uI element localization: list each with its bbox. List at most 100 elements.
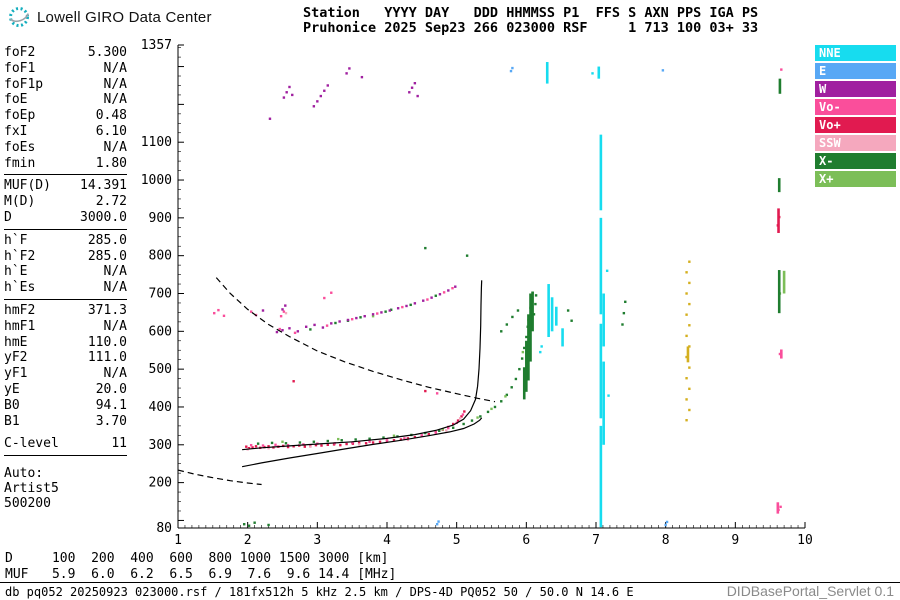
echo-point xyxy=(451,422,455,426)
echo-point xyxy=(685,398,688,401)
station-header-columns: Station YYYY DAY DDD HHMMSS P1 FFS S AXN… xyxy=(303,5,759,21)
echo-point xyxy=(389,308,393,311)
echo-point xyxy=(392,434,396,437)
param-row: hmE 110.0 xyxy=(4,335,127,351)
auto-line: 500200 xyxy=(4,496,51,512)
param-value: N/A xyxy=(103,280,127,296)
param-name: hmE xyxy=(4,334,28,350)
echo-point xyxy=(388,309,391,312)
echo-point xyxy=(378,440,382,443)
echo-point xyxy=(251,446,254,449)
x-tick-label: 6 xyxy=(522,533,530,548)
echo-point xyxy=(505,323,509,326)
param-name: h`F2 xyxy=(4,248,36,264)
param-row: h`Es N/A xyxy=(4,280,127,296)
y-tick-label: 1357 xyxy=(141,38,172,53)
echo-bar xyxy=(527,314,530,381)
series-oblique-echoes-gold xyxy=(685,260,691,422)
echo-point xyxy=(371,313,375,316)
x-tick-label: 10 xyxy=(797,533,813,548)
servlet-version: DIDBasePortal_Servlet 0.1 xyxy=(726,583,894,599)
echo-bar xyxy=(547,284,550,337)
echo-point xyxy=(403,437,406,440)
param-row: B1 3.70 xyxy=(4,414,127,430)
echo-point xyxy=(622,311,626,315)
param-value: 94.1 xyxy=(95,397,127,413)
brand: Lowell GIRO Data Center xyxy=(7,5,212,29)
param-row: foEs N/A xyxy=(4,140,127,156)
echo-point xyxy=(284,304,287,307)
echo-bar xyxy=(522,367,526,400)
divider xyxy=(4,228,127,230)
param-name: M(D) xyxy=(4,194,36,210)
x-tick-label: 2 xyxy=(244,533,252,548)
param-name: fmin xyxy=(4,155,36,171)
status-bar: db pq052 20250923 023000.rsf / 181fx512h… xyxy=(0,582,900,600)
param-value: 111.0 xyxy=(87,350,127,366)
echo-point xyxy=(424,389,427,393)
echo-point xyxy=(345,442,348,446)
y-tick-label: 500 xyxy=(149,362,172,377)
echo-point xyxy=(254,445,258,448)
param-row: hmF1 N/A xyxy=(4,319,127,335)
series-east-echoes xyxy=(435,66,669,527)
param-value: 371.3 xyxy=(87,302,127,318)
param-row: hmF2 371.3 xyxy=(4,303,127,319)
echo-point xyxy=(348,67,351,70)
echo-point xyxy=(275,330,279,334)
param-value: 5.300 xyxy=(87,45,127,60)
param-row: MUF(D) 14.391 xyxy=(4,178,127,194)
echo-point xyxy=(516,309,520,312)
echo-bar xyxy=(782,270,786,294)
echo-point xyxy=(532,313,536,316)
echo-point xyxy=(458,417,462,420)
echo-point xyxy=(267,523,270,527)
param-value: 110.0 xyxy=(87,334,127,350)
echo-point xyxy=(463,410,466,413)
param-row: h`E N/A xyxy=(4,264,127,280)
echo-bar xyxy=(599,134,603,211)
param-value: N/A xyxy=(103,366,127,382)
y-tick-label: 1000 xyxy=(141,173,172,188)
echo-point xyxy=(285,91,288,94)
echo-point xyxy=(779,505,782,509)
echo-point xyxy=(376,312,379,315)
echo-point xyxy=(281,308,284,311)
echo-point xyxy=(422,299,425,302)
echo-point xyxy=(330,291,333,294)
echo-point xyxy=(476,416,479,419)
echo-point xyxy=(242,523,246,526)
echo-point xyxy=(685,334,688,338)
divider xyxy=(4,455,127,457)
echo-point xyxy=(405,304,408,308)
echo-bar xyxy=(554,306,558,326)
echo-point xyxy=(256,442,260,445)
param-value: 1.80 xyxy=(95,155,127,171)
echo-point xyxy=(540,345,543,348)
echo-point xyxy=(451,287,454,290)
auto-line: Artist5 xyxy=(4,481,59,497)
echo-point xyxy=(621,323,624,326)
x-tick-label: 4 xyxy=(383,533,391,548)
param-row: foF1p N/A xyxy=(4,77,127,93)
echo-point xyxy=(688,260,691,263)
x-tick-label: 5 xyxy=(453,533,461,548)
param-name: hmF1 xyxy=(4,318,36,334)
muf-table: D 100 200 400 600 800 1000 1500 3000 [km… xyxy=(5,551,397,582)
echo-point xyxy=(222,314,226,318)
echo-point xyxy=(368,440,371,443)
echo-point xyxy=(247,446,251,450)
echo-point xyxy=(384,310,387,313)
divider xyxy=(4,298,127,300)
series-o-trace-vo-plus xyxy=(245,215,781,450)
echo-point xyxy=(247,524,251,527)
echo-point xyxy=(217,308,220,312)
param-value: 6.10 xyxy=(95,123,127,139)
echo-point xyxy=(249,310,253,313)
param-value: 285.0 xyxy=(87,248,127,264)
echo-point xyxy=(326,84,329,87)
echo-point xyxy=(261,444,265,447)
echo-point xyxy=(339,443,342,447)
param-value: 14.391 xyxy=(80,178,127,194)
